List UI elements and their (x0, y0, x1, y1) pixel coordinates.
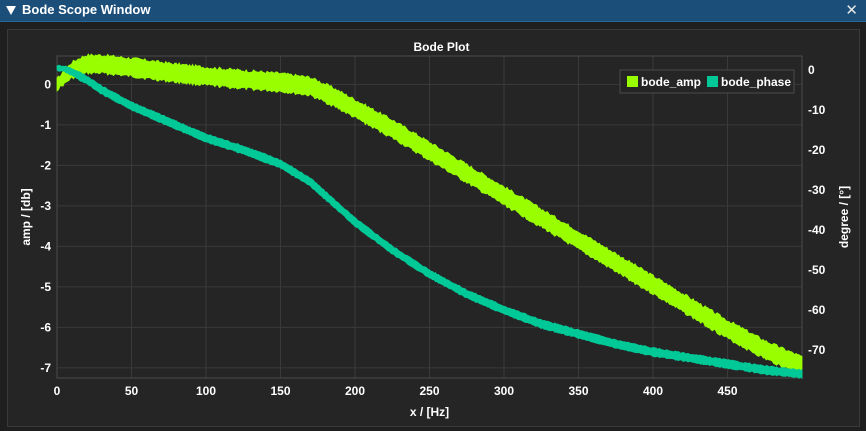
legend-swatch-bode_amp (627, 76, 638, 87)
y-left-tick-label: -7 (40, 361, 51, 375)
x-tick-label: 300 (494, 384, 514, 398)
y-right-tick-label: -40 (808, 223, 826, 237)
y-right-axis-label: degree / [°] (837, 186, 851, 248)
x-tick-label: 400 (643, 384, 663, 398)
y-right-tick-label: -50 (808, 263, 826, 277)
close-icon[interactable]: ✕ (845, 2, 858, 19)
window-title: Bode Scope Window (22, 2, 151, 17)
y-right-tick-label: 0 (808, 63, 815, 77)
x-tick-label: 100 (196, 384, 216, 398)
x-axis-label: x / [Hz] (410, 405, 449, 419)
y-right-tick-label: -60 (808, 303, 826, 317)
y-right-tick-label: -70 (808, 343, 826, 357)
x-tick-label: 200 (345, 384, 365, 398)
plot-border (56, 55, 803, 379)
x-tick-label: 250 (419, 384, 439, 398)
legend-swatch-bode_phase (707, 76, 718, 87)
x-tick-label: 0 (54, 384, 61, 398)
y-left-tick-label: -3 (40, 199, 51, 213)
y-left-tick-label: 0 (44, 77, 51, 91)
y-left-tick-label: -2 (40, 158, 51, 172)
y-right-tick-label: -10 (808, 103, 826, 117)
y-left-tick-label: -1 (40, 118, 51, 132)
legend[interactable]: bode_amp bode_phase (619, 69, 795, 94)
x-tick-label: 50 (125, 384, 139, 398)
y-left-tick-label: -5 (40, 280, 51, 294)
x-tick-label: 450 (717, 384, 737, 398)
y-left-axis-label: amp / [db] (19, 188, 33, 245)
series-bode_phase-band (56, 64, 803, 380)
bode-plot-chart[interactable]: 0 50 100 150 200 250 300 350 400 450 0 -1 -2 -3 -4 -5 -6… (8, 30, 859, 426)
legend-label-bode_phase: bode_phase (721, 75, 791, 89)
plot-title: Bode Plot (414, 40, 470, 54)
x-tick-label: 150 (270, 384, 290, 398)
x-tick-label: 350 (568, 384, 588, 398)
plot-area[interactable]: 0 50 100 150 200 250 300 350 400 450 0 -1 -2 -3 -4 -5 -6… (7, 29, 860, 427)
y-right-tick-label: -30 (808, 183, 826, 197)
y-left-tick-label: -4 (40, 239, 51, 253)
y-right-tick-label: -20 (808, 143, 826, 157)
legend-label-bode_amp: bode_amp (641, 75, 701, 89)
collapse-triangle-icon[interactable] (6, 6, 16, 15)
window-titlebar[interactable]: Bode Scope Window ✕ (0, 0, 866, 22)
y-left-tick-label: -6 (40, 320, 51, 334)
